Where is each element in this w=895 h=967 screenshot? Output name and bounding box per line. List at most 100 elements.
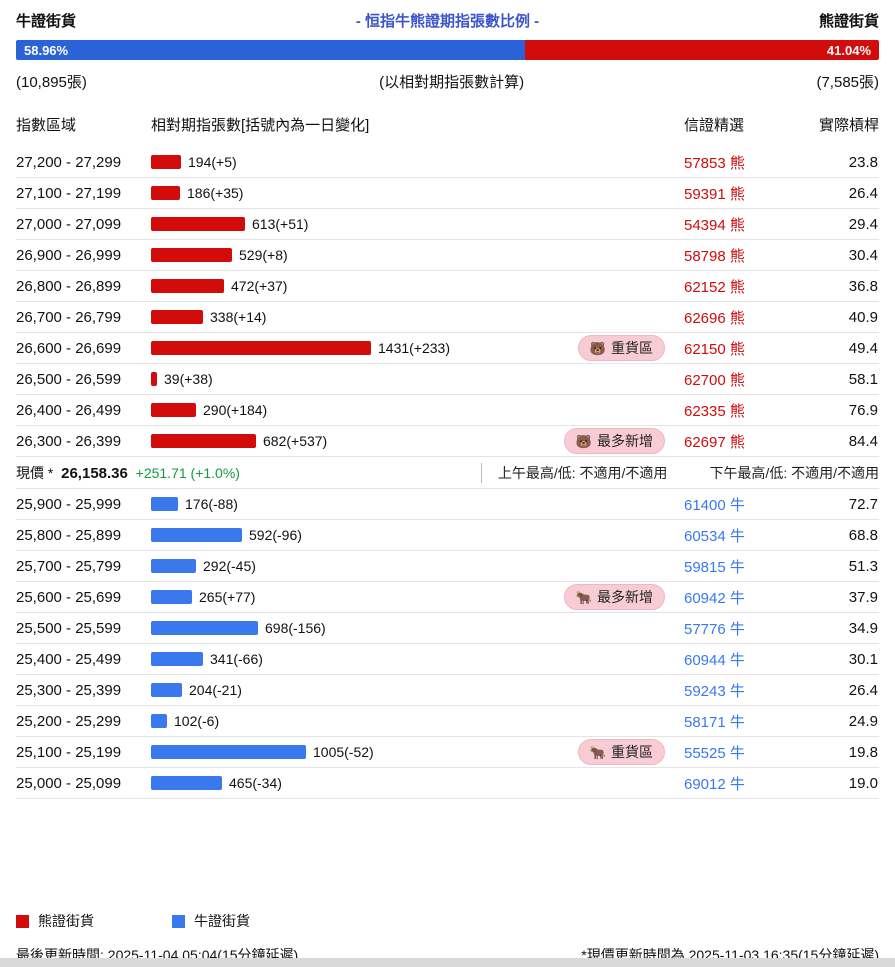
table-row: 25,000 - 25,099 465(-34) 69012 牛 19.0: [16, 768, 879, 799]
index-range-label: 26,500 - 26,599: [16, 370, 122, 388]
volume-value: 682(+537): [263, 433, 328, 449]
volume-value: 338(+14): [210, 309, 267, 325]
leverage-value: 34.9: [848, 619, 878, 637]
ratio-bear-segment: 41.04%: [524, 40, 879, 60]
volume-bar-cell: 186(+35): [151, 178, 684, 208]
cbbc-code-link[interactable]: 62697 熊: [684, 433, 745, 451]
am-high-low: 上午最高/低: 不適用/不適用: [480, 462, 667, 483]
index-range-label: 25,800 - 25,899: [16, 526, 122, 544]
table-row: 26,300 - 26,399 682(+537) 🐻 最多新增 62697 熊…: [16, 426, 879, 457]
zone-badge: 🐂 重貨區: [577, 739, 665, 765]
table-row: 26,800 - 26,899 472(+37) 62152 熊 36.8: [16, 271, 879, 302]
cbbc-code-link[interactable]: 61400 牛: [684, 496, 745, 514]
bull-color-swatch-icon: [172, 914, 185, 928]
volume-bar-cell: 529(+8): [151, 240, 684, 270]
volume-value: 292(-45): [203, 558, 256, 574]
volume-bar: [151, 186, 180, 200]
cbbc-code-link[interactable]: 62150 熊: [684, 340, 745, 358]
legend-bear-label: 熊證街貨: [38, 913, 94, 929]
table-row: 25,200 - 25,299 102(-6) 58171 牛 24.9: [16, 706, 879, 737]
cbbc-code-link[interactable]: 59391 熊: [684, 185, 745, 203]
volume-bar: [151, 497, 178, 511]
cbbc-code-link[interactable]: 62696 熊: [684, 309, 745, 327]
legend-bear: 熊證街貨: [16, 911, 94, 931]
cbbc-code-link[interactable]: 57776 牛: [684, 620, 745, 638]
animal-icon: 🐻: [589, 340, 606, 356]
volume-value: 102(-6): [174, 713, 220, 729]
leverage-value: 37.9: [848, 588, 878, 606]
bull-percent-label: 58.96%: [24, 42, 69, 58]
volume-bar-cell: 204(-21): [151, 675, 684, 705]
leverage-value: 40.9: [848, 308, 878, 326]
cbbc-code-link[interactable]: 57853 熊: [684, 154, 745, 172]
leverage-value: 19.0: [848, 774, 878, 792]
horizontal-scrollbar[interactable]: [0, 958, 895, 967]
table-header-row: 指數區域 相對期指張數[括號內為一日變化] 信證精選 實際槓桿: [16, 108, 879, 147]
table-row: 25,500 - 25,599 698(-156) 57776 牛 34.9: [16, 613, 879, 644]
cbbc-code-link[interactable]: 62335 熊: [684, 402, 745, 420]
bear-total-count: (7,585張): [816, 74, 879, 91]
index-range-label: 25,600 - 25,699: [16, 588, 122, 606]
current-price-change: +251.71 (+1.0%): [135, 464, 240, 481]
volume-value: 39(+38): [164, 371, 213, 387]
index-range-label: 25,900 - 25,999: [16, 495, 122, 513]
table-row: 25,300 - 25,399 204(-21) 59243 牛 26.4: [16, 675, 879, 706]
volume-value: 1005(-52): [313, 744, 374, 760]
cbbc-code-link[interactable]: 55525 牛: [684, 744, 745, 762]
zone-badge-label: 最多新增: [597, 433, 653, 449]
volume-value: 186(+35): [187, 185, 244, 201]
table-row: 25,100 - 25,199 1005(-52) 🐂 重貨區 55525 牛 …: [16, 737, 879, 768]
cbbc-code-link[interactable]: 54394 熊: [684, 216, 745, 234]
volume-bar-cell: 613(+51): [151, 209, 684, 239]
leverage-value: 76.9: [848, 401, 878, 419]
cbbc-code-link[interactable]: 58798 熊: [684, 247, 745, 265]
volume-value: 265(+77): [199, 589, 256, 605]
animal-icon: 🐻: [575, 433, 592, 449]
volume-bar-cell: 1005(-52) 🐂 重貨區: [151, 737, 684, 767]
cbbc-code-link[interactable]: 58171 牛: [684, 713, 745, 731]
volume-value: 698(-156): [265, 620, 326, 636]
cbbc-code-link[interactable]: 60944 牛: [684, 651, 745, 669]
cbbc-code-link[interactable]: 59815 牛: [684, 558, 745, 576]
index-range-label: 27,000 - 27,099: [16, 215, 122, 233]
index-range-label: 27,200 - 27,299: [16, 153, 122, 171]
index-range-label: 27,100 - 27,199: [16, 184, 122, 202]
leverage-value: 19.8: [848, 743, 878, 761]
cbbc-code-link[interactable]: 59243 牛: [684, 682, 745, 700]
header-bar: 牛證街貨 - 恒指牛熊證期指張數比例 - 熊證街貨: [16, 6, 879, 40]
volume-bar: [151, 310, 203, 324]
pm-high-low: 下午最高/低: 不適用/不適用: [709, 464, 879, 481]
volume-bar: [151, 621, 258, 635]
table-row: 25,700 - 25,799 292(-45) 59815 牛 51.3: [16, 551, 879, 582]
volume-bar-cell: 338(+14): [151, 302, 684, 332]
volume-bar-cell: 472(+37): [151, 271, 684, 301]
cbbc-code-link[interactable]: 69012 牛: [684, 775, 745, 793]
volume-bar: [151, 776, 222, 790]
volume-bar: [151, 217, 245, 231]
volume-bar-cell: 292(-45): [151, 551, 684, 581]
leverage-value: 36.8: [848, 277, 878, 295]
index-range-label: 26,600 - 26,699: [16, 339, 122, 357]
volume-bar: [151, 341, 371, 355]
index-range-label: 25,500 - 25,599: [16, 619, 122, 637]
volume-value: 204(-21): [189, 682, 242, 698]
cbbc-code-link[interactable]: 62700 熊: [684, 371, 745, 389]
table-row: 26,500 - 26,599 39(+38) 62700 熊 58.1: [16, 364, 879, 395]
volume-bar: [151, 372, 157, 386]
volume-bar-cell: 341(-66): [151, 644, 684, 674]
volume-value: 290(+184): [203, 402, 268, 418]
leverage-value: 58.1: [848, 370, 878, 388]
current-price-value: 26,158.36: [61, 464, 128, 482]
table-row: 27,200 - 27,299 194(+5) 57853 熊 23.8: [16, 147, 879, 178]
cbbc-code-link[interactable]: 62152 熊: [684, 278, 745, 296]
index-range-label: 25,000 - 25,099: [16, 774, 122, 792]
volume-bar-cell: 698(-156): [151, 613, 684, 643]
cbbc-code-link[interactable]: 60942 牛: [684, 589, 745, 607]
volume-value: 592(-96): [249, 527, 302, 543]
volume-bar: [151, 683, 182, 697]
volume-bar: [151, 403, 196, 417]
totals-row: (10,895張) (以相對期指張數計算) (7,585張): [16, 60, 879, 108]
cbbc-code-link[interactable]: 60534 牛: [684, 527, 745, 545]
current-price-label: 現價 *: [16, 464, 54, 481]
table-row: 25,400 - 25,499 341(-66) 60944 牛 30.1: [16, 644, 879, 675]
